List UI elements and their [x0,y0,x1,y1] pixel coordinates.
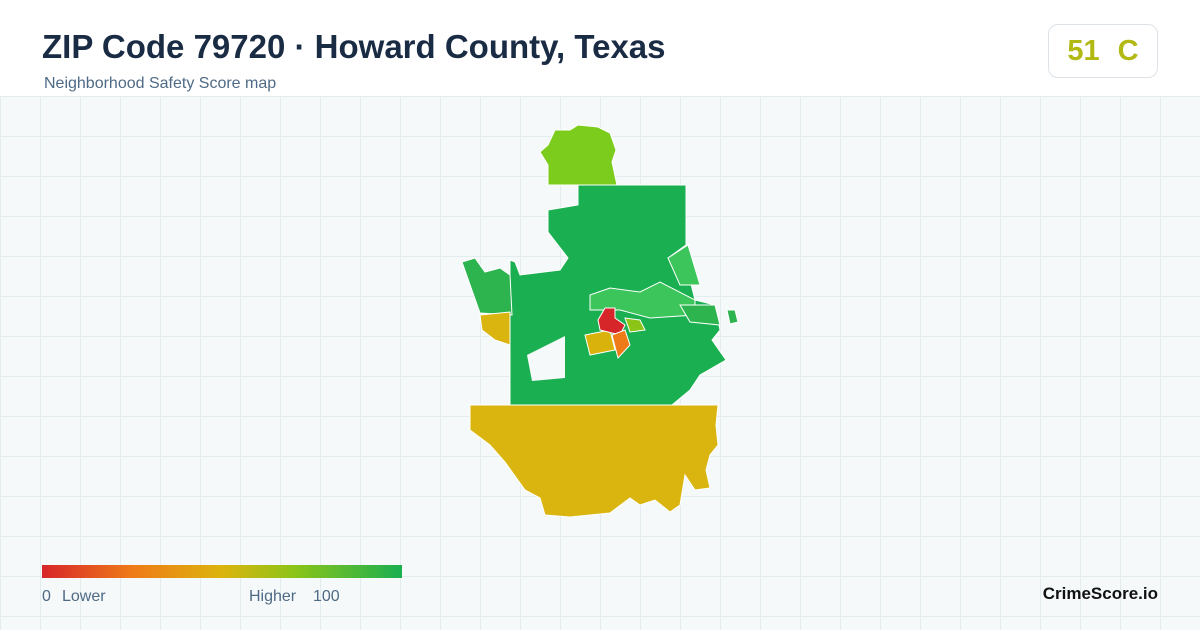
subtitle: Neighborhood Safety Score map [44,75,277,92]
region [461,257,513,316]
legend-min-label: Lower [62,588,106,605]
region [597,307,626,336]
map-gap [527,336,565,381]
region [469,404,719,518]
region [679,304,721,326]
region [611,329,631,360]
region [667,244,701,286]
region [539,124,618,186]
score-value: 51 [1067,34,1100,67]
region [479,311,511,346]
brand: CrimeScore.io [1042,584,1158,603]
legend-gradient [42,565,402,578]
region [624,317,646,333]
region [726,309,739,325]
score-badge: 51 C [1048,24,1158,78]
legend-min: 0 [42,588,51,605]
legend-max-label: Higher [249,588,297,605]
title: ZIP Code 79720 · Howard County, Texas [42,28,666,65]
region [584,329,616,356]
score-grade: C [1117,34,1139,67]
legend-max: 100 [313,588,340,605]
